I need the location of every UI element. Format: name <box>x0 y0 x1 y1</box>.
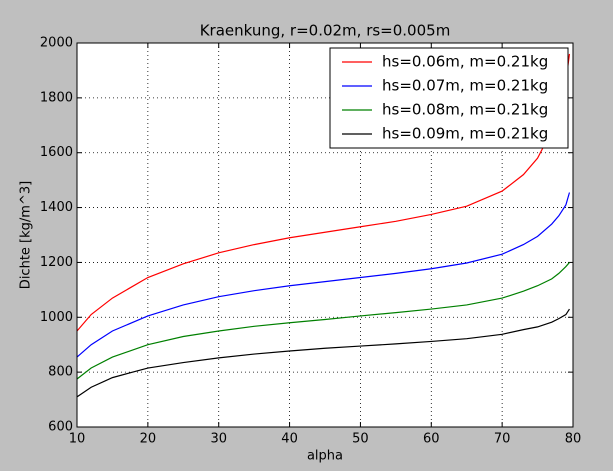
chart-title: Kraenkung, r=0.02m, rs=0.005m <box>200 22 451 40</box>
legend-label: hs=0.06m, m=0.21kg <box>382 53 548 71</box>
y-tick-label: 1600 <box>40 145 73 160</box>
x-tick-label: 80 <box>565 432 582 447</box>
y-tick-label: 600 <box>48 420 73 435</box>
x-tick-label: 30 <box>210 432 227 447</box>
legend-label: hs=0.07m, m=0.21kg <box>382 77 548 95</box>
line-series <box>76 262 570 380</box>
y-tick-label: 1800 <box>40 90 73 105</box>
y-axis-label: Dichte [kg/m^3] <box>19 181 34 289</box>
x-tick-label: 20 <box>140 432 157 447</box>
line-series <box>76 308 570 398</box>
y-tick-label: 800 <box>48 365 73 380</box>
plot-frame <box>76 42 574 428</box>
line-series <box>76 192 571 358</box>
legend-label: hs=0.08m, m=0.21kg <box>382 101 548 119</box>
x-tick-label: 60 <box>423 432 440 447</box>
x-tick-label: 40 <box>281 432 298 447</box>
x-axis-label: alpha <box>307 449 343 464</box>
x-tick-label: 70 <box>494 432 511 447</box>
y-tick-label: 2000 <box>40 36 73 51</box>
legend-box <box>329 47 569 149</box>
y-tick-label: 1200 <box>40 255 73 270</box>
x-tick-label: 50 <box>352 432 369 447</box>
y-tick-label: 1400 <box>40 200 73 215</box>
y-tick-label: 1000 <box>40 310 73 325</box>
x-tick-label: 10 <box>69 432 86 447</box>
legend-label: hs=0.09m, m=0.21kg <box>382 125 548 143</box>
